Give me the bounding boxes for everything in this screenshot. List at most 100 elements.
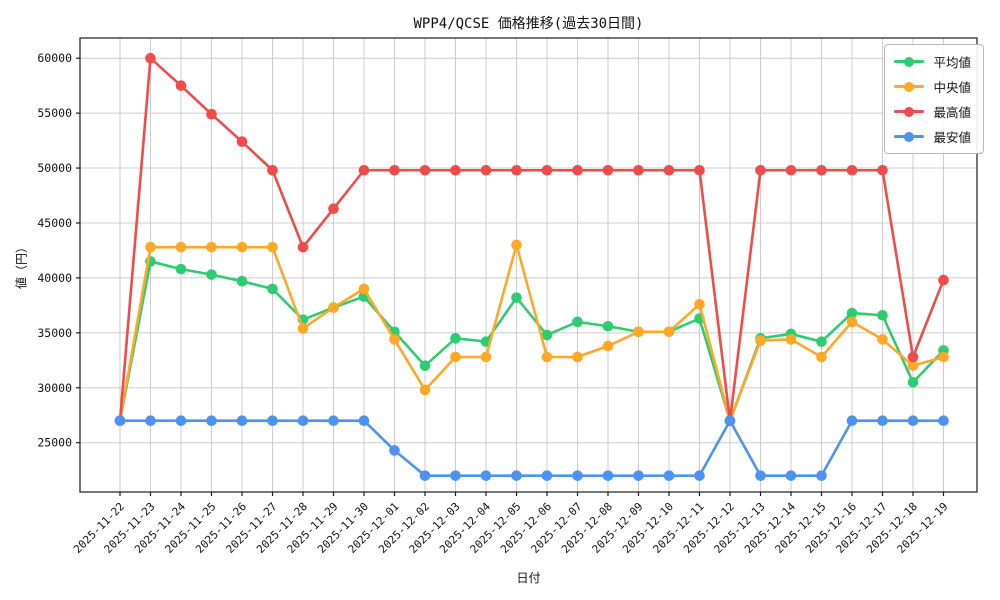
data-point-max bbox=[297, 241, 309, 253]
data-point-average bbox=[511, 292, 522, 303]
data-point-min bbox=[877, 415, 888, 427]
y-tick-label: 60000 bbox=[37, 51, 72, 65]
y-tick-label: 35000 bbox=[37, 326, 72, 340]
data-point-median bbox=[419, 384, 431, 396]
data-point-median bbox=[846, 316, 858, 328]
data-point-median bbox=[938, 351, 949, 363]
data-point-median bbox=[206, 241, 217, 253]
data-point-min bbox=[633, 470, 644, 481]
legend-marker-max bbox=[894, 106, 925, 118]
data-point-min bbox=[389, 445, 400, 456]
data-point-average bbox=[572, 316, 583, 328]
data-point-median bbox=[877, 334, 888, 345]
data-point-max bbox=[663, 164, 675, 176]
data-point-median bbox=[541, 351, 553, 363]
data-point-min bbox=[358, 415, 370, 427]
data-point-max bbox=[389, 164, 400, 176]
data-point-median bbox=[175, 241, 187, 253]
series-line-average bbox=[118, 260, 945, 423]
data-point-median bbox=[602, 340, 614, 352]
data-point-max bbox=[358, 164, 370, 176]
data-point-min bbox=[145, 415, 156, 427]
data-point-max bbox=[419, 164, 431, 176]
legend-item-median: 中央値 bbox=[894, 77, 971, 96]
data-point-min bbox=[419, 470, 431, 481]
data-point-average bbox=[541, 329, 553, 341]
data-point-min bbox=[297, 415, 309, 427]
data-point-median bbox=[328, 302, 339, 313]
y-tick-label: 45000 bbox=[37, 216, 72, 230]
data-point-min bbox=[938, 415, 949, 427]
data-point-median bbox=[145, 241, 156, 253]
data-point-median bbox=[358, 283, 370, 295]
data-point-average bbox=[450, 333, 461, 344]
data-point-min bbox=[572, 470, 583, 481]
series-line-min bbox=[118, 419, 945, 477]
data-point-min bbox=[450, 470, 461, 481]
data-point-max bbox=[785, 164, 797, 176]
data-point-min bbox=[816, 470, 827, 481]
data-point-max bbox=[511, 164, 522, 176]
legend-marker-min bbox=[894, 131, 925, 143]
data-point-max bbox=[236, 136, 248, 147]
data-point-median bbox=[755, 335, 766, 346]
data-point-max bbox=[694, 164, 705, 176]
data-point-min bbox=[755, 470, 766, 481]
legend-marker-average bbox=[894, 56, 925, 68]
x-axis-label: 日付 bbox=[516, 571, 541, 585]
data-point-median bbox=[389, 334, 400, 345]
y-tick-label: 55000 bbox=[37, 106, 72, 120]
data-point-min bbox=[663, 470, 675, 481]
data-point-min bbox=[206, 415, 217, 427]
data-point-max bbox=[206, 108, 217, 120]
data-point-average bbox=[419, 360, 431, 372]
y-tick-label: 30000 bbox=[37, 381, 72, 395]
data-point-average bbox=[846, 307, 858, 319]
y-tick-label: 25000 bbox=[37, 436, 72, 450]
data-point-max bbox=[602, 164, 614, 176]
data-point-max bbox=[450, 164, 461, 176]
series-line-median bbox=[118, 243, 945, 423]
data-point-average bbox=[267, 283, 278, 295]
series-line-max bbox=[118, 56, 945, 423]
chart-title: WPP4/QCSE 価格推移(過去30日間) bbox=[413, 16, 644, 32]
data-point-max bbox=[755, 164, 766, 176]
data-point-max bbox=[938, 274, 949, 286]
data-point-min bbox=[511, 470, 522, 481]
data-point-max bbox=[846, 164, 858, 176]
data-point-median bbox=[572, 351, 583, 363]
data-point-min bbox=[175, 415, 187, 427]
data-point-max bbox=[877, 164, 888, 176]
data-point-max bbox=[175, 80, 187, 91]
data-point-median bbox=[480, 351, 492, 363]
data-point-median bbox=[267, 241, 278, 253]
data-point-min bbox=[907, 415, 919, 427]
y-tick-label: 40000 bbox=[37, 271, 72, 285]
data-point-min bbox=[236, 415, 248, 427]
legend-item-max: 最高値 bbox=[894, 102, 971, 121]
data-point-median bbox=[907, 360, 919, 372]
legend-label-max: 最高値 bbox=[933, 105, 971, 120]
data-point-median bbox=[694, 298, 705, 310]
data-point-min bbox=[114, 415, 126, 427]
data-point-average bbox=[236, 275, 248, 287]
y-axis-label: 値（円） bbox=[14, 240, 29, 290]
data-point-max bbox=[816, 164, 827, 176]
data-point-max bbox=[328, 203, 339, 214]
data-point-max bbox=[541, 164, 553, 176]
y-tick-label: 50000 bbox=[37, 161, 72, 175]
data-point-median bbox=[633, 326, 644, 338]
axes-frame bbox=[79, 37, 978, 493]
data-point-max bbox=[907, 351, 919, 363]
data-point-median bbox=[785, 334, 797, 345]
data-point-min bbox=[724, 415, 736, 427]
data-point-median bbox=[236, 241, 248, 253]
data-point-min bbox=[785, 470, 797, 481]
legend-item-average: 平均値 bbox=[894, 52, 971, 71]
data-point-min bbox=[480, 470, 492, 481]
legend-marker-median bbox=[894, 81, 925, 93]
data-point-min bbox=[541, 470, 553, 481]
data-point-min bbox=[602, 470, 614, 481]
